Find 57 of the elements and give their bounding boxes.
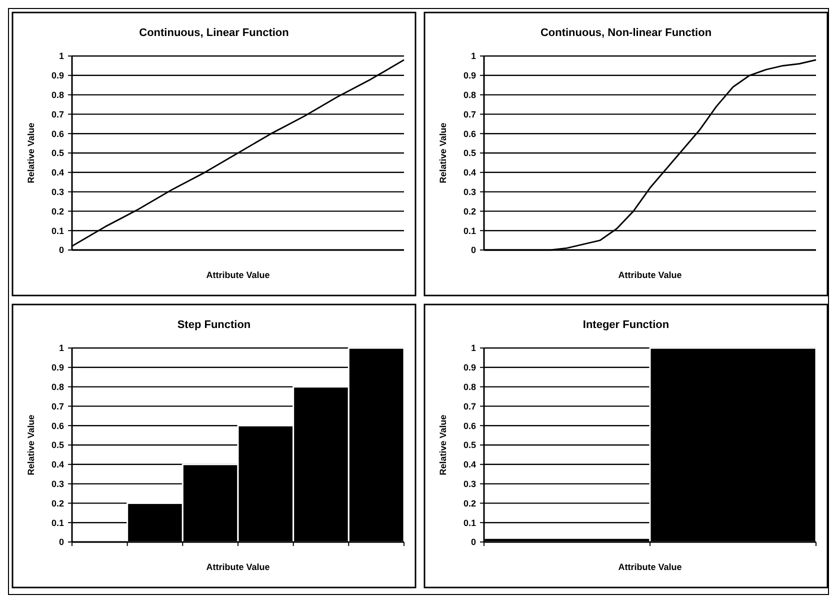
- y-tick-label: 0.8: [463, 382, 476, 392]
- y-tick-label: 0.9: [51, 362, 64, 373]
- x-axis-title: Attribute Value: [618, 270, 682, 280]
- chart-title: Integer Function: [582, 319, 670, 331]
- y-tick-label: 0.5: [463, 440, 476, 450]
- y-tick-label: 1: [58, 51, 64, 62]
- y-tick-label: 0.6: [51, 128, 64, 139]
- y-tick-label: 0.5: [51, 440, 64, 450]
- y-tick-label: 0.1: [463, 226, 476, 236]
- y-tick-label: 0.3: [463, 478, 476, 489]
- y-tick-label: 0.7: [463, 401, 476, 412]
- y-tick-label: 0.4: [51, 168, 64, 178]
- y-tick-label: 0.1: [51, 226, 64, 236]
- y-tick-label: 0.9: [463, 362, 476, 373]
- y-tick-label: 0.6: [463, 420, 476, 431]
- y-axis-title: Relative Value: [26, 122, 36, 184]
- y-tick-label: 0.1: [51, 518, 64, 528]
- y-tick-label: 0: [470, 537, 476, 548]
- y-tick-label: 0.7: [463, 109, 476, 120]
- y-tick-label: 0.5: [51, 148, 64, 158]
- y-tick-label: 0.2: [51, 498, 64, 508]
- chart-title: Step Function: [177, 319, 251, 331]
- y-axis-title: Relative Value: [438, 414, 448, 476]
- chart-title: Continuous, Non-linear Function: [540, 27, 712, 39]
- y-tick-label: 1: [58, 343, 64, 354]
- y-tick-label: 0.4: [51, 460, 64, 470]
- y-tick-label: 0.6: [51, 420, 64, 431]
- y-tick-label: 1: [470, 343, 476, 354]
- y-tick-label: 0.9: [51, 70, 64, 81]
- y-tick-label: 0.2: [51, 206, 64, 216]
- y-tick-label: 0.2: [463, 206, 476, 216]
- y-tick-label: 0.1: [463, 518, 476, 528]
- y-tick-label: 0: [470, 245, 476, 256]
- y-tick-label: 0.7: [51, 401, 64, 412]
- y-axis-title: Relative Value: [438, 122, 448, 184]
- y-tick-label: 0.7: [51, 109, 64, 120]
- y-tick-label: 0.8: [51, 90, 64, 100]
- y-tick-label: 0.3: [463, 186, 476, 197]
- y-tick-label: 0: [58, 537, 64, 548]
- line-series: [71, 59, 405, 247]
- y-tick-label: 0.9: [463, 70, 476, 81]
- y-tick-label: 1: [470, 51, 476, 62]
- y-tick-label: 0.8: [51, 382, 64, 392]
- y-tick-label: 0.6: [463, 128, 476, 139]
- x-axis-title: Attribute Value: [618, 562, 682, 572]
- y-tick-label: 0.4: [463, 460, 476, 470]
- y-tick-label: 0.4: [463, 168, 476, 178]
- y-tick-label: 0.3: [51, 478, 64, 489]
- chart-title: Continuous, Linear Function: [139, 27, 290, 39]
- x-axis-title: Attribute Value: [206, 270, 270, 280]
- y-tick-label: 0.5: [463, 148, 476, 158]
- y-tick-label: 0.8: [463, 90, 476, 100]
- y-tick-label: 0.3: [51, 186, 64, 197]
- y-axis-title: Relative Value: [26, 414, 36, 476]
- y-tick-label: 0: [58, 245, 64, 256]
- y-tick-label: 0.2: [463, 498, 476, 508]
- x-axis-title: Attribute Value: [206, 562, 270, 572]
